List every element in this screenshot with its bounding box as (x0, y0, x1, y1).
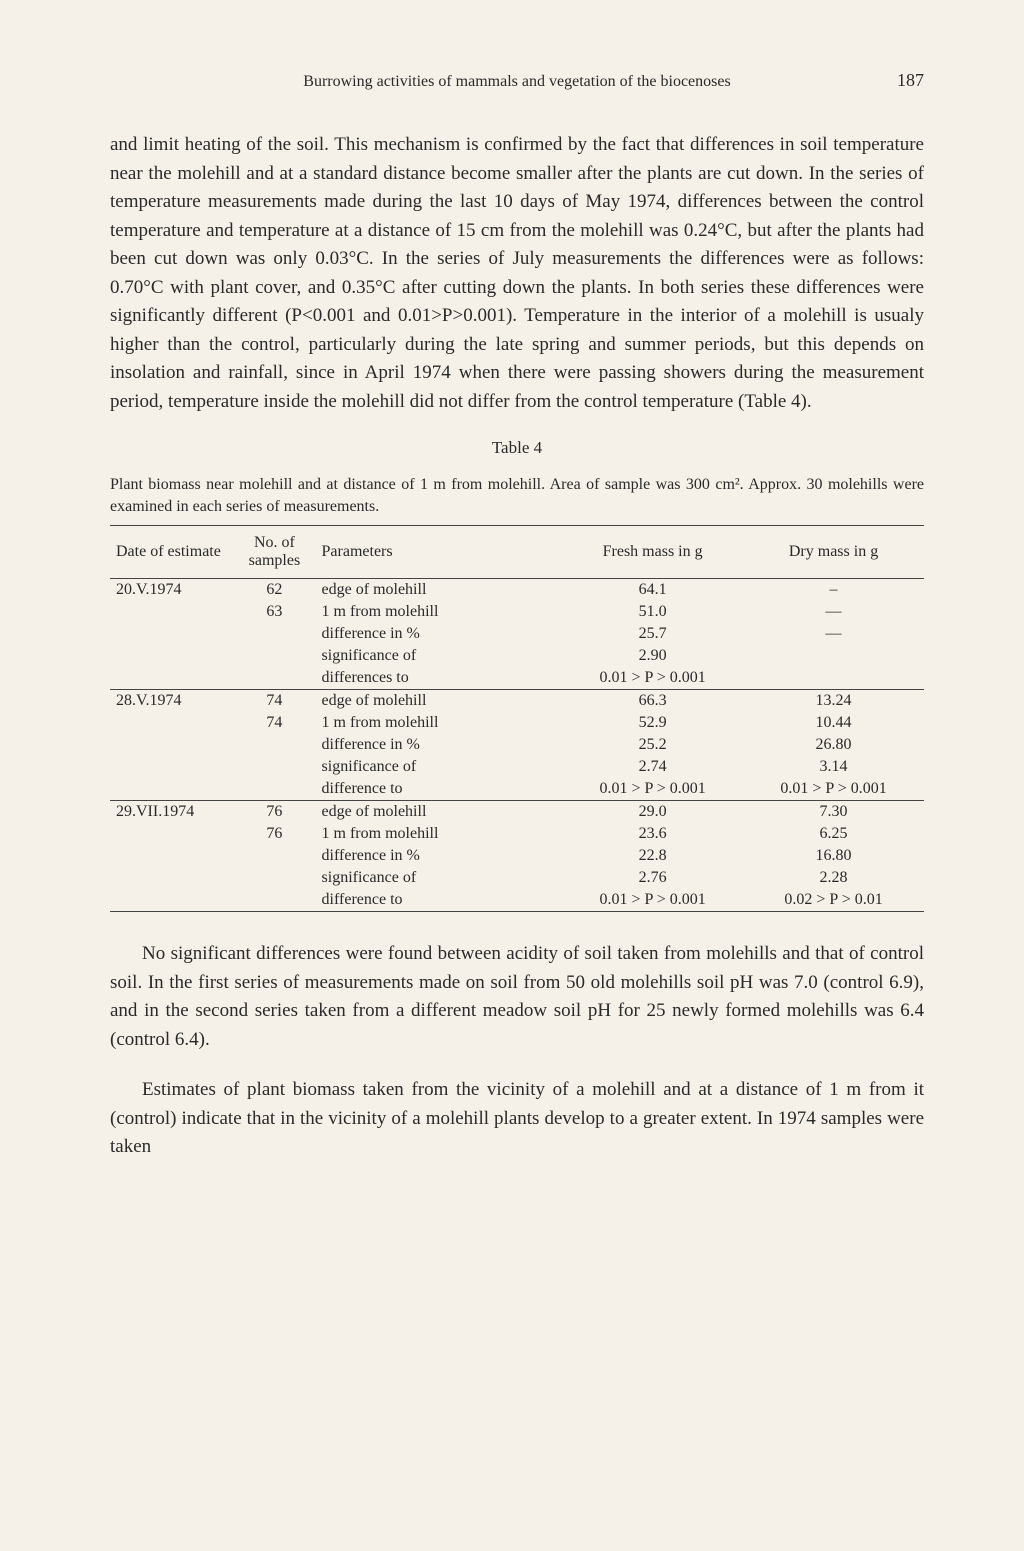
biomass-table: Date of estimate No. of samples Paramete… (110, 525, 924, 912)
table-row: 74 1 m from molehill 52.9 10.44 (110, 712, 924, 734)
paragraph-3: Estimates of plant biomass taken from th… (110, 1076, 924, 1162)
table-row: 63 1 m from molehill 51.0 — (110, 601, 924, 623)
table-row: 20.V.1974 62 edge of molehill 64.1 – (110, 579, 924, 602)
table-row: difference to 0.01 > P > 0.001 0.02 > P … (110, 889, 924, 912)
table-block: 28.V.1974 74 edge of molehill 66.3 13.24 (110, 690, 924, 713)
table-header-row: Date of estimate No. of samples Paramete… (110, 526, 924, 579)
table-block-cont: 76 1 m from molehill 23.6 6.25 differenc… (110, 823, 924, 889)
table-row: difference to 0.01 > P > 0.001 0.01 > P … (110, 778, 924, 801)
col-fresh: Fresh mass in g (562, 526, 743, 579)
col-dry: Dry mass in g (743, 526, 924, 579)
table-row: significance of 2.90 (110, 645, 924, 667)
running-header: Burrowing activities of mammals and vege… (110, 70, 924, 91)
table-row: significance of 2.76 2.28 (110, 867, 924, 889)
table-caption: Plant biomass near molehill and at dista… (110, 474, 924, 517)
col-date: Date of estimate (110, 526, 233, 579)
header-title: Burrowing activities of mammals and vege… (160, 73, 874, 91)
table-block: 29.VII.1974 76 edge of molehill 29.0 7.3… (110, 801, 924, 824)
table-row: difference in % 25.2 26.80 (110, 734, 924, 756)
table-row: difference in % 25.7 — (110, 623, 924, 645)
table-row: differences to 0.01 > P > 0.001 (110, 667, 924, 690)
page-content: Burrowing activities of mammals and vege… (0, 0, 1024, 1244)
col-n: No. of samples (233, 526, 315, 579)
table-row: significance of 2.74 3.14 (110, 756, 924, 778)
table-row: difference in % 22.8 16.80 (110, 845, 924, 867)
page-number: 187 (874, 70, 924, 91)
table-block-cont: 74 1 m from molehill 52.9 10.44 differen… (110, 712, 924, 801)
col-param: Parameters (316, 526, 563, 579)
table-row: 28.V.1974 74 edge of molehill 66.3 13.24 (110, 690, 924, 713)
table-label: Table 4 (110, 438, 924, 458)
table-row: 29.VII.1974 76 edge of molehill 29.0 7.3… (110, 801, 924, 824)
table-block: 20.V.1974 62 edge of molehill 64.1 – 63 … (110, 579, 924, 690)
table-block-end: difference to 0.01 > P > 0.001 0.02 > P … (110, 889, 924, 912)
table-row: 76 1 m from molehill 23.6 6.25 (110, 823, 924, 845)
paragraph-2: No significant differences were found be… (110, 940, 924, 1054)
paragraph-1: and limit heating of the soil. This mech… (110, 131, 924, 416)
